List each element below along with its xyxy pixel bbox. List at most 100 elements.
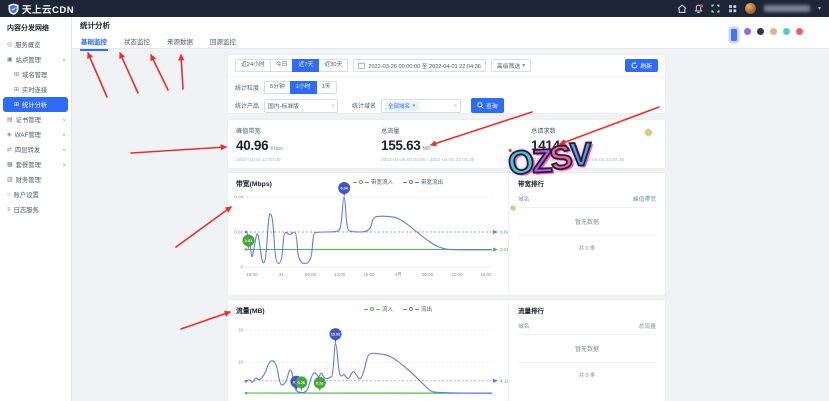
legend-item[interactable]: 带宽流入 [352,178,393,186]
apps-icon[interactable] [728,4,737,13]
chevron-down-icon: ▾ [454,102,458,109]
time-filter-row: 近24小时 今日 近7天 近30天 2022-03-26 00:00:00 至 202… [235,59,658,72]
sidebar-item-1[interactable]: ◎ 服务概览 [0,37,71,52]
svg-text:12:00: 12:00 [451,272,463,277]
svg-text:12:00: 12:00 [334,272,346,277]
svg-text:0.01: 0.01 [500,247,508,252]
legend-item[interactable]: 带宽流出 [403,178,443,186]
theme-dot-1[interactable] [730,28,738,42]
advanced-filter-label: 高级筛选 [496,64,521,70]
chevron-down-icon[interactable]: ▾ [817,5,821,12]
stat-value: 155.63 [381,138,421,153]
sidebar-item-2[interactable]: ▣ 站点管理 ∧ [0,52,71,67]
topbar-actions: ▾ [677,3,821,14]
rank-panel-title: 带宽排行 [518,181,544,188]
avatar[interactable] [744,3,756,14]
rank-table-header: 域名 总流量 [518,321,656,335]
sidebar-item-9[interactable]: ▦ 套餐管理 ∨ [0,157,71,172]
bell-icon[interactable] [694,4,703,13]
date-range-picker[interactable]: 2022-03-26 00:00:00 至 2022-04-01 22:04:3… [353,59,486,72]
legend-dot [409,180,413,184]
quick-range-button[interactable]: 今日 [269,59,294,72]
legend-item[interactable]: 流出 [403,305,432,313]
brand-name: 天上云CDN [22,4,75,16]
product-select[interactable]: 国内-标准版 ▾ [264,98,339,113]
svg-text:06:00: 06:00 [422,272,434,277]
brand-logo[interactable]: 天上云CDN [8,2,74,16]
stat-subtitle: 2022-03-26 00:00:00 - 2022-04-01 22:04:3… [531,158,625,163]
sidebar-item-4[interactable]: ⊞ 实时连接 [0,82,71,97]
stat-1: 峰值带宽 40.96 Kbps 2022-03-31 12:00:00 [236,126,381,168]
bandwidth-chart-legend: 带宽流入 带宽流出 [298,178,498,186]
granularity-button[interactable]: 1小时 [289,81,317,94]
theme-dot-4[interactable] [770,28,777,35]
home-icon[interactable] [677,4,686,13]
query-button[interactable]: 查询 [471,98,504,113]
fullscreen-icon[interactable] [711,4,720,13]
bandwidth-chart-area: 带宽(Mbps) 带宽流入 带宽流出 0 0.02 0.04 18:00 31 06:00 1… [228,173,508,295]
filter-card: 近24小时 今日 近7天 近30天 2022-03-26 00:00:00 至 202… [228,55,665,113]
svg-text:0.01: 0.01 [245,239,252,243]
granularity-button[interactable]: 1天 [315,81,337,94]
quick-range-button[interactable]: 近30天 [318,59,349,72]
site-icon: ▣ [7,56,13,63]
granularity-button[interactable]: 5分钟 [264,81,291,94]
svg-text:06:00: 06:00 [305,272,317,277]
package-icon: ▦ [7,161,13,168]
quick-range-button[interactable]: 近7天 [292,59,320,72]
domain-tag[interactable]: 全部域名 ✕ [385,100,419,111]
sidebar-item-3[interactable]: ⊞ 域名管理 [0,67,71,82]
sidebar-item-8[interactable]: ⇄ 四层转发 ∨ [0,142,71,157]
svg-text:31: 31 [279,272,285,277]
stat-value: 14146 [531,138,568,153]
stats-card: 峰值带宽 40.96 Kbps 2022-03-31 12:00:00 总流量 155.6… [228,120,665,168]
theme-dot-3[interactable] [757,28,764,35]
calendar-icon [358,62,366,69]
theme-dot-2[interactable] [744,28,751,35]
stat-value-row: 14146 次 [531,137,665,155]
sidebar-item-12[interactable]: ≡ 日志服务 [0,202,71,217]
legend-item[interactable]: 流入 [363,305,393,313]
cert-icon: ▤ [7,116,13,123]
theme-dot-5[interactable] [783,28,790,35]
chevron-down-icon: ▾ [331,102,335,109]
svg-text:0.28: 0.28 [316,381,323,385]
sidebar-item-label: 日志服务 [13,207,39,214]
chevron-down-icon: ▾ [522,62,526,69]
shield-logo-icon [8,3,19,15]
svg-text:18:00: 18:00 [246,272,258,277]
quick-range-buttons: 近24小时 今日 近7天 近30天 [235,59,349,72]
sidebar-item-label: WAF管理 [14,132,41,139]
chevron-icon: ∨ [62,162,66,167]
domain-icon: ⊞ [14,71,20,78]
quick-range-button[interactable]: 近24小时 [235,59,271,72]
bandwidth-rank-panel: 带宽排行 域名 峰值带宽 暂无数据共 0 条 [508,173,665,295]
legend-dash [403,308,407,310]
tab-3[interactable]: 来源数据 [167,39,193,46]
rank-col-value: 总流量 [638,324,656,330]
advanced-filter-dropdown[interactable]: 高级筛选 ▾ [490,59,532,72]
sidebar-item-11[interactable]: ○ 账户设置 [0,187,71,202]
svg-text:0.04: 0.04 [234,195,243,200]
stat-unit: Kbps [270,146,283,152]
refresh-button[interactable]: 刷新 [625,59,658,72]
tab-4[interactable]: 回源监控 [210,39,236,46]
stat-value: 40.96 [236,138,269,153]
empty-state-text: 暂无数据 [518,335,656,363]
tab-2[interactable]: 状态监控 [124,39,150,46]
sidebar-item-5[interactable]: ⊞ 统计分析 [3,97,68,112]
chevron-icon: ∨ [62,117,66,122]
legend-dash [403,181,407,183]
filter-divider [228,76,665,77]
close-icon[interactable]: ✕ [412,102,416,108]
svg-text:18:00: 18:00 [480,272,492,277]
sidebar-item-7[interactable]: ◈ WAF管理 ∨ [0,127,71,142]
log-icon: ≡ [7,206,11,213]
tab-1[interactable]: 基础监控 [80,34,108,51]
sidebar-item-6[interactable]: ▤ 证书管理 ∨ [0,112,71,127]
theme-dot-6[interactable] [796,28,803,35]
domain-select[interactable]: 全部域名 ✕ ▾ [381,98,462,113]
legend-label: 流入 [381,307,393,313]
sidebar-item-10[interactable]: ▥ 财务管理 [0,172,71,187]
